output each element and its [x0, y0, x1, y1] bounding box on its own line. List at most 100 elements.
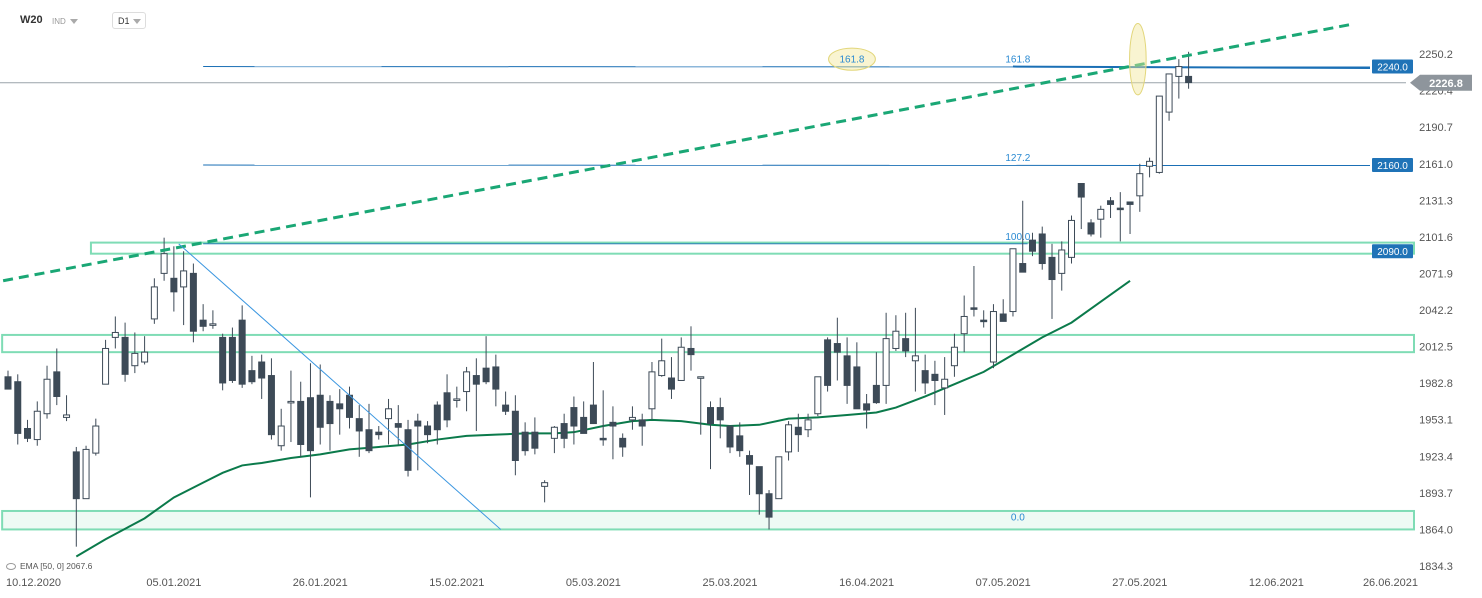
- time-tick-label: 26.06.2021: [1363, 577, 1418, 589]
- price-tick-label: 2161.0: [1419, 159, 1453, 171]
- candle-body: [989, 311, 997, 363]
- candle-body: [628, 416, 636, 421]
- highlight-ellipse: [828, 47, 876, 71]
- candle-body: [687, 347, 695, 356]
- candle-body: [999, 313, 1007, 322]
- candle-body: [170, 277, 178, 293]
- time-tick-label: 27.05.2021: [1112, 577, 1167, 589]
- candle-body: [1116, 207, 1124, 211]
- candle-body: [804, 419, 812, 431]
- candle-body: [385, 408, 393, 420]
- candle-body: [648, 371, 656, 410]
- candle-body: [589, 404, 597, 425]
- fib-label: 161.8: [1005, 55, 1030, 66]
- ema-legend[interactable]: EMA [50, 0] 2067.6: [6, 561, 92, 571]
- candle-body: [1175, 66, 1183, 77]
- price-tick-label: 2101.6: [1419, 232, 1453, 244]
- price-tick-label: 1923.4: [1419, 451, 1453, 463]
- candle-body: [33, 410, 41, 441]
- candle-body: [414, 420, 422, 427]
- eye-icon[interactable]: [6, 563, 16, 571]
- candle-body: [443, 392, 451, 421]
- timeframe-select[interactable]: D1: [112, 12, 146, 29]
- candle-body: [863, 403, 871, 411]
- candle-body: [570, 407, 578, 427]
- candle-body: [1126, 201, 1134, 205]
- candle-body: [150, 286, 158, 320]
- time-tick-label: 15.02.2021: [429, 577, 484, 589]
- price-tag[interactable]: [1372, 244, 1413, 259]
- price-axis[interactable]: 1834.3 1864.0 1893.7 1923.4 1953.1 1982.8 2012…: [1372, 49, 1472, 573]
- price-tag[interactable]: [1372, 59, 1413, 74]
- candle-body: [550, 426, 558, 439]
- candle-body: [1038, 233, 1046, 265]
- candle-body: [180, 270, 188, 288]
- time-tick-label: 26.01.2021: [293, 577, 348, 589]
- candle-body: [72, 451, 80, 500]
- candle-body: [794, 426, 802, 436]
- symbol-label[interactable]: W20: [20, 14, 43, 26]
- candle-body: [1058, 249, 1066, 274]
- candle-body: [658, 360, 666, 377]
- candle-body: [980, 319, 988, 323]
- price-tag-label: 2090.0: [1377, 247, 1408, 258]
- time-tick-label: 12.06.2021: [1249, 577, 1304, 589]
- candle-body: [1087, 222, 1095, 235]
- candle-body: [1077, 183, 1085, 198]
- candle-body: [365, 429, 373, 452]
- fib-label: 0.0: [1011, 513, 1025, 524]
- candle-body: [228, 336, 236, 381]
- candle-body: [121, 336, 129, 375]
- candle-body: [785, 424, 793, 453]
- candle-body: [355, 418, 363, 432]
- price-tick-label: 2250.2: [1419, 49, 1453, 61]
- support-resistance-zones: [1, 241, 1415, 531]
- price-tick-label: 2042.2: [1419, 305, 1453, 317]
- candle-body: [1107, 200, 1115, 205]
- candle-body: [336, 403, 344, 410]
- candle-body: [853, 366, 861, 410]
- candle-body: [609, 421, 617, 427]
- candle-body: [960, 315, 968, 335]
- candle-body: [160, 253, 168, 274]
- zone-rect: [89, 241, 1415, 255]
- candle-body: [892, 330, 900, 349]
- time-tick-label: 05.03.2021: [566, 577, 621, 589]
- exchange-label[interactable]: IND: [52, 17, 78, 26]
- candle-body: [726, 425, 734, 448]
- candle-body: [580, 416, 588, 434]
- exchange-text: IND: [52, 17, 66, 26]
- current-price-tag[interactable]: [1410, 74, 1472, 91]
- fib-line: [203, 164, 1371, 167]
- time-axis[interactable]: 10.12.2020 05.01.2021 26.01.2021 15.02.2021…: [6, 577, 1418, 589]
- candle-body: [707, 407, 714, 425]
- candle-body: [736, 435, 744, 452]
- candle-body: [63, 414, 71, 418]
- candle-body: [258, 361, 266, 379]
- time-tick-label: 10.12.2020: [6, 577, 61, 589]
- thin-trendline[interactable]: [178, 243, 502, 530]
- candle-body: [102, 347, 110, 385]
- candle-body: [911, 355, 919, 362]
- candle-body: [92, 425, 100, 454]
- candle-body: [199, 319, 207, 327]
- candles: [4, 51, 1193, 547]
- candle-body: [833, 343, 841, 353]
- price-tick-label: 1953.1: [1419, 415, 1453, 427]
- price-tag-label: 2160.0: [1377, 161, 1408, 172]
- candle-body: [1048, 256, 1056, 281]
- candle-body: [599, 437, 607, 441]
- fib-line-bold: [1012, 65, 1371, 70]
- zone-rect: [1, 333, 1415, 354]
- price-tag[interactable]: [1372, 158, 1413, 173]
- candle-body: [14, 381, 22, 434]
- trendlines[interactable]: [2, 23, 1350, 530]
- candle-body: [872, 384, 880, 404]
- candle-body: [219, 336, 227, 384]
- candle-body: [326, 400, 334, 425]
- fib-label: 127.2: [1005, 153, 1030, 164]
- candle-body: [375, 431, 383, 436]
- dashed-trendline[interactable]: [2, 23, 1350, 283]
- candle-body: [287, 400, 295, 404]
